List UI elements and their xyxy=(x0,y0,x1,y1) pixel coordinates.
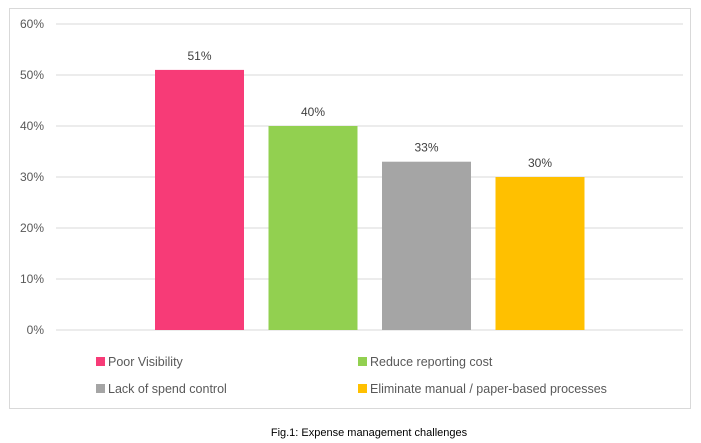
y-tick-label: 10% xyxy=(20,272,44,286)
data-label: 51% xyxy=(187,49,211,63)
bars xyxy=(155,69,585,331)
legend-swatch xyxy=(96,357,105,366)
figure-caption: Fig.1: Expense management challenges xyxy=(271,427,468,439)
bar xyxy=(155,69,244,331)
bar xyxy=(268,126,358,330)
legend: Poor Visibility Reduce reporting cost Lack… xyxy=(96,355,607,396)
data-label: 33% xyxy=(414,141,438,155)
legend-entry: Reduce reporting cost xyxy=(370,355,493,369)
legend-swatch xyxy=(358,357,367,366)
data-label: 30% xyxy=(528,156,552,170)
y-tick-label: 0% xyxy=(27,323,45,337)
y-tick-label: 20% xyxy=(20,221,44,235)
legend-entry: Eliminate manual / paper-based processes xyxy=(370,382,607,396)
bar xyxy=(495,177,585,330)
legend-swatch xyxy=(358,384,367,393)
gridlines xyxy=(56,23,683,331)
y-tick-label: 30% xyxy=(20,170,44,184)
legend-swatch xyxy=(96,384,105,393)
y-tick-label: 60% xyxy=(20,17,44,31)
y-tick-label: 40% xyxy=(20,119,44,133)
y-tick-label: 50% xyxy=(20,68,44,82)
bar xyxy=(382,161,471,330)
data-labels: 51% 40% 33% 30% xyxy=(187,49,552,170)
legend-entry: Poor Visibility xyxy=(108,355,184,369)
y-axis-ticks: 0% 10% 20% 30% 40% 50% 60% xyxy=(20,17,44,337)
data-label: 40% xyxy=(301,105,325,119)
legend-entry: Lack of spend control xyxy=(108,382,227,396)
